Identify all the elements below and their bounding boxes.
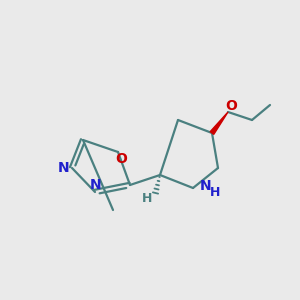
Text: O: O — [225, 99, 237, 113]
Text: H: H — [210, 187, 220, 200]
Text: H: H — [142, 191, 152, 205]
Polygon shape — [210, 112, 228, 134]
Text: O: O — [115, 152, 127, 166]
Text: N: N — [58, 161, 70, 175]
Text: N: N — [90, 178, 102, 192]
Text: N: N — [200, 179, 212, 193]
